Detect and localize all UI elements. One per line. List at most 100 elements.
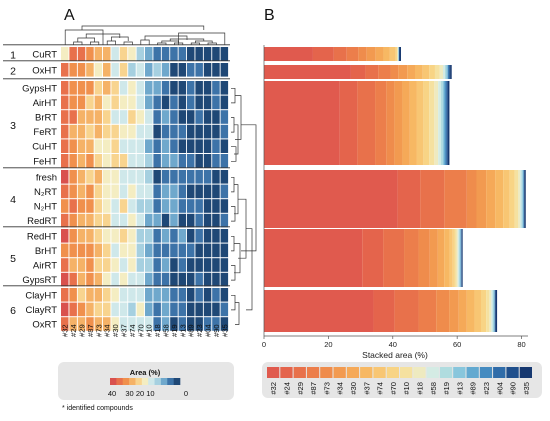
heatmap-cell xyxy=(153,185,161,199)
stacked-bar-segment xyxy=(386,81,394,165)
heatmap-cell xyxy=(212,96,220,110)
heatmap-cell xyxy=(137,214,145,228)
heatmap-cell xyxy=(221,244,229,258)
heatmap-cell xyxy=(170,170,178,184)
stacked-bar-segment xyxy=(521,170,522,228)
stacked-bar-segment xyxy=(434,81,438,165)
sample-labels: CuRTOxHTGypsHTAirHTBrRTFeRTCuHTFeHTfresh… xyxy=(22,49,57,330)
heatmap-cell xyxy=(61,244,69,258)
heatmap-cell xyxy=(95,199,103,213)
heatmap-cell xyxy=(204,81,212,95)
legend-swatch xyxy=(520,367,532,378)
row-dendrogram xyxy=(231,88,256,324)
heatmap-cell xyxy=(179,110,187,124)
heatmap-cell xyxy=(170,63,178,77)
heatmap-cell xyxy=(78,288,86,302)
stacked-bar-segment xyxy=(391,65,399,79)
stacked-bar-segment xyxy=(449,65,450,79)
heatmap-cell xyxy=(86,199,94,213)
heatmap-cell xyxy=(179,139,187,153)
group-number: 5 xyxy=(10,253,16,265)
heatmap-cell xyxy=(187,244,195,258)
legend-label: #70 xyxy=(389,382,398,395)
colorbar-step xyxy=(123,378,130,385)
stacked-bar-segment xyxy=(450,65,452,79)
heatmap-cell xyxy=(153,229,161,243)
heatmap-cell xyxy=(170,139,178,153)
heatmap-cell xyxy=(195,229,203,243)
heatmap-cell xyxy=(95,125,103,139)
colorbar-step xyxy=(148,378,155,385)
heatmap-cell xyxy=(95,63,103,77)
heatmap-cell xyxy=(137,288,145,302)
heatmap-cell xyxy=(103,273,111,287)
heatmap-cell xyxy=(86,258,94,272)
heatmap-cell xyxy=(153,288,161,302)
panel-label-b: B xyxy=(264,7,275,24)
heatmap-cell xyxy=(179,199,187,213)
stacked-bar-segment xyxy=(436,290,449,332)
heatmap-cell xyxy=(221,125,229,139)
heatmap-cell xyxy=(95,258,103,272)
heatmap-cell xyxy=(153,47,161,61)
heatmap-cell xyxy=(128,199,136,213)
stacked-bar-segment xyxy=(457,229,458,287)
heatmap-cell xyxy=(103,81,111,95)
heatmap-cell xyxy=(111,125,119,139)
heatmap-cell xyxy=(137,47,145,61)
stacked-bar-segment xyxy=(459,290,467,332)
heatmap-cell xyxy=(61,110,69,124)
heatmap-cell xyxy=(69,96,77,110)
x-tick-label: 60 xyxy=(453,340,461,349)
heatmap-cell xyxy=(120,258,128,272)
heatmap-cell xyxy=(103,185,111,199)
sample-label: ClayRT xyxy=(26,305,58,316)
heatmap-cell xyxy=(95,273,103,287)
heatmap-cell xyxy=(95,96,103,110)
heatmap-cell xyxy=(153,273,161,287)
stacked-bar-segment xyxy=(495,290,497,332)
heatmap-cell xyxy=(162,63,170,77)
heatmap-cell xyxy=(204,125,212,139)
heatmap-cell xyxy=(120,244,128,258)
heatmap-cell xyxy=(95,185,103,199)
heatmap-cell xyxy=(128,125,136,139)
stacked-bar-segment xyxy=(415,65,423,79)
heatmap-cell xyxy=(204,139,212,153)
heatmap-cell xyxy=(86,154,94,168)
stacked-bar-segment xyxy=(419,290,437,332)
stacked-bar-segment xyxy=(429,81,434,165)
heatmap-cell xyxy=(137,170,145,184)
heatmap-cell xyxy=(86,110,94,124)
colorbar-step xyxy=(174,378,181,385)
stacked-bar-segment xyxy=(404,229,418,287)
stacked-bar-segment xyxy=(455,229,457,287)
heatmap-cell xyxy=(128,288,136,302)
stacked-bar-segment xyxy=(423,65,429,79)
heatmap-cell xyxy=(170,258,178,272)
dendrogram-branch xyxy=(231,236,234,251)
heatmap-cell xyxy=(153,125,161,139)
stacked-bar-segment xyxy=(448,65,449,79)
stacked-bar-segment xyxy=(460,229,461,287)
x-tick-label: 40 xyxy=(389,340,397,349)
colorbar-tick-label: 30 20 10 xyxy=(125,389,154,398)
heatmap-cell xyxy=(212,199,220,213)
stacked-bar-segment xyxy=(523,170,524,228)
stacked-bar-segment xyxy=(494,290,495,332)
heatmap-cell xyxy=(162,185,170,199)
heatmap-cell xyxy=(187,214,195,228)
heatmap-cell xyxy=(179,229,187,243)
heatmap-cell xyxy=(170,110,178,124)
heatmap-cell xyxy=(128,81,136,95)
heatmap-cell xyxy=(179,273,187,287)
heatmap-cell xyxy=(61,258,69,272)
legend-label: #90 xyxy=(509,382,518,395)
heatmap-cell xyxy=(212,185,220,199)
stacked-bar-segment xyxy=(449,229,452,287)
stacked-bar-segment xyxy=(373,290,394,332)
heatmap-cell xyxy=(145,288,153,302)
heatmap-cell xyxy=(61,214,69,228)
heatmap-cell xyxy=(137,185,145,199)
heatmap-cell xyxy=(145,185,153,199)
